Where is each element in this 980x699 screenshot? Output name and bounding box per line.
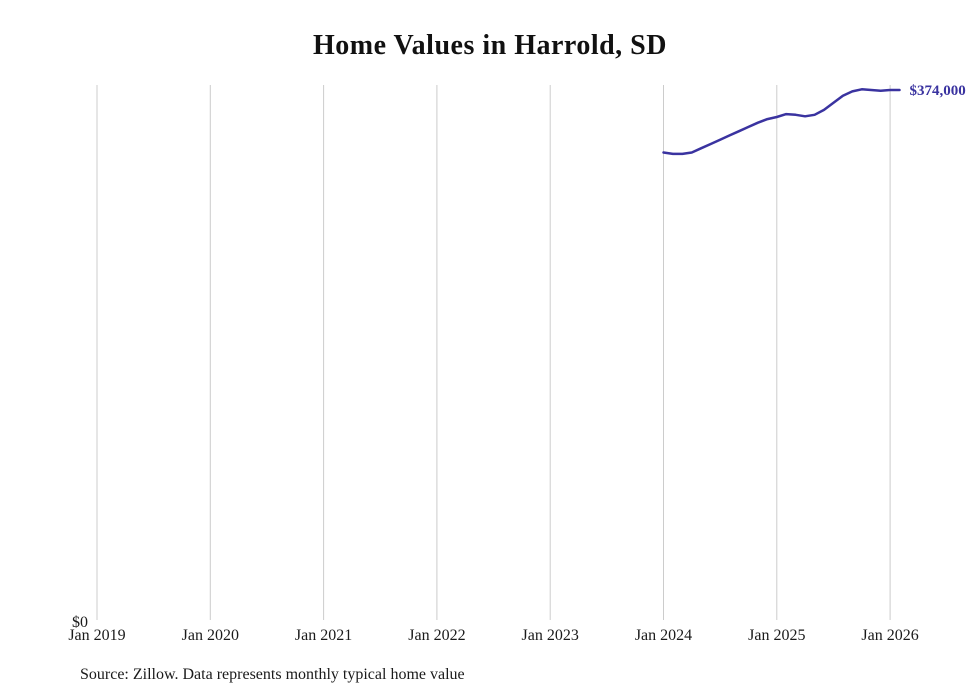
y-zero-label: $0 <box>72 614 88 631</box>
x-tick-label: Jan 2021 <box>295 627 352 644</box>
chart-title: Home Values in Harrold, SD <box>313 30 667 61</box>
value-line <box>662 88 901 156</box>
x-tick-label: Jan 2026 <box>861 627 918 644</box>
x-tick-label: Jan 2022 <box>408 627 465 644</box>
x-tick-label: Jan 2023 <box>522 627 579 644</box>
source-note: Source: Zillow. Data represents monthly … <box>80 666 465 683</box>
x-tick-label: Jan 2024 <box>635 627 692 644</box>
end-value-label: $374,000 <box>910 83 966 99</box>
x-tick-label: Jan 2025 <box>748 627 805 644</box>
x-tick-label: Jan 2020 <box>182 627 239 644</box>
x-tick-label: Jan 2019 <box>68 627 125 644</box>
